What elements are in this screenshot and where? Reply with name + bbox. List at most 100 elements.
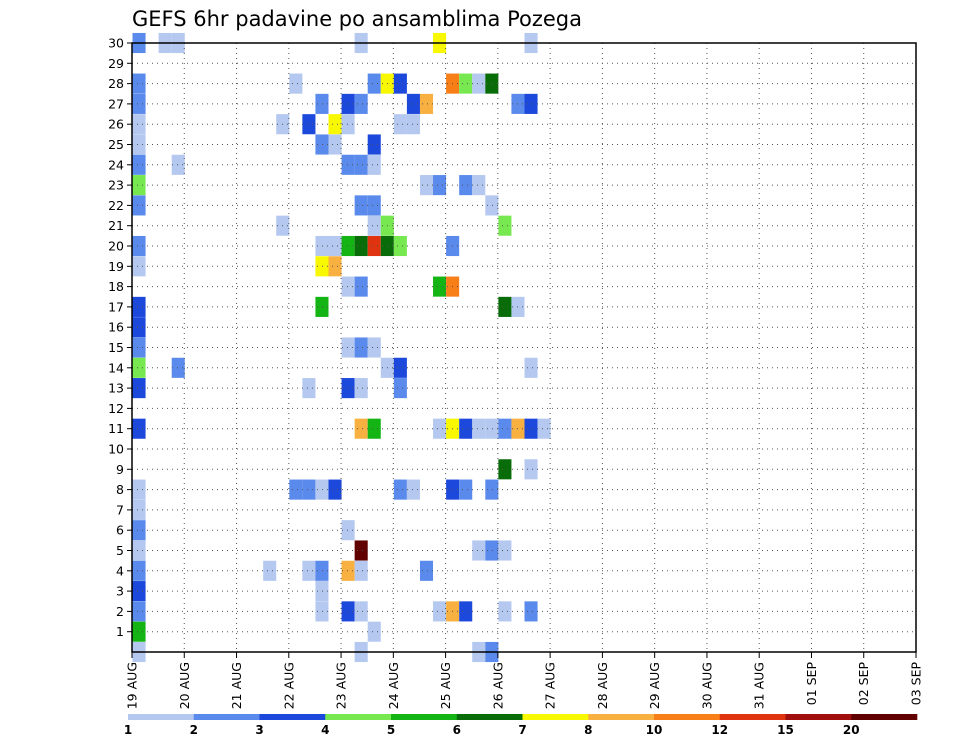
heatmap-cell: [354, 418, 368, 439]
legend-swatch: [654, 714, 721, 720]
y-tick-label: 13: [108, 381, 124, 396]
heatmap-cell: [354, 93, 368, 114]
heatmap-cell: [315, 134, 329, 155]
legend-label: 15: [777, 723, 794, 737]
heatmap-cell: [132, 499, 146, 520]
heatmap-cell: [367, 215, 381, 236]
heatmap-cell: [498, 540, 512, 561]
heatmap-cell: [459, 601, 473, 622]
y-axis-ticks: 1234567891011121314151617181920212223242…: [108, 36, 132, 639]
y-tick-label: 7: [116, 502, 124, 517]
heatmap-cell: [472, 418, 486, 439]
heatmap-cell: [328, 235, 342, 257]
legend-swatch: [522, 714, 589, 720]
heatmap-cell: [524, 418, 538, 439]
heatmap-cell: [354, 560, 368, 581]
x-tick-label: 26 AUG: [490, 662, 505, 709]
x-tick-label: 19 AUG: [125, 662, 140, 709]
heatmap-cell: [524, 459, 538, 480]
x-tick-label: 22 AUG: [281, 662, 296, 709]
heatmap-cell: [341, 601, 355, 622]
heatmap-cell: [341, 154, 355, 175]
heatmap-cell: [341, 276, 355, 297]
legend-swatch: [128, 714, 195, 720]
heatmap-cell: [132, 195, 146, 216]
heatmap-cell: [367, 195, 381, 216]
color-legend: 1 2 3 4 5 6 7 8 10 12 15 20: [124, 714, 918, 737]
heatmap-cell: [354, 601, 368, 622]
heatmap-cell: [367, 154, 381, 175]
heatmap-cell: [472, 540, 486, 561]
legend-swatch: [325, 714, 392, 720]
heatmap-cell: [132, 296, 146, 317]
heatmap-cell: [393, 235, 407, 257]
heatmap-cell: [341, 560, 355, 581]
heatmap-cell: [132, 235, 146, 257]
heatmap-cell: [302, 560, 316, 581]
heatmap-cell: [354, 540, 368, 561]
heatmap-cell: [498, 459, 512, 480]
heatmap-cell: [132, 479, 146, 500]
heatmap-cell: [498, 418, 512, 439]
heatmap-cell: [132, 601, 146, 622]
heatmap-cell: [367, 134, 381, 155]
chart-title: GEFS 6hr padavine po ansamblima Pozega: [132, 7, 582, 31]
heatmap-cell: [406, 479, 420, 500]
heatmap-cell: [472, 73, 486, 94]
y-tick-label: 3: [116, 584, 124, 599]
heatmap-cell: [367, 235, 381, 257]
x-tick-label: 21 AUG: [229, 662, 244, 709]
heatmap-cell: [354, 378, 368, 399]
heatmap-cell: [367, 621, 381, 642]
legend-label: 12: [711, 723, 728, 737]
heatmap-cell: [132, 337, 146, 358]
heatmap-cell: [433, 175, 447, 196]
y-tick-label: 11: [108, 421, 124, 436]
heatmap-cell: [328, 256, 342, 277]
heatmap-cell: [302, 114, 316, 135]
heatmap-cell: [132, 134, 146, 155]
heatmap-cell: [433, 601, 447, 622]
heatmap-cell: [459, 175, 473, 196]
y-tick-label: 14: [108, 360, 124, 375]
heatmap-cell: [341, 520, 355, 541]
y-tick-label: 10: [108, 442, 124, 457]
heatmap-cell: [524, 93, 538, 114]
legend-label: 4: [321, 723, 329, 737]
y-tick-label: 28: [108, 76, 124, 91]
heatmap-cell: [132, 357, 146, 378]
heatmap-cell: [354, 235, 368, 257]
heatmap-cell: [328, 134, 342, 155]
y-tick-label: 1: [116, 624, 124, 639]
heatmap-cell: [132, 317, 146, 338]
x-tick-label: 25 AUG: [438, 662, 453, 709]
x-tick-label: 29 AUG: [647, 662, 662, 709]
heatmap-cell: [419, 560, 434, 581]
heatmap-cell: [406, 114, 420, 135]
y-tick-label: 27: [108, 96, 124, 111]
heatmap-cell: [393, 479, 407, 500]
heatmap-cell: [132, 93, 146, 114]
heatmap-cell: [419, 93, 434, 114]
x-tick-label: 03 SEP: [909, 662, 924, 706]
y-tick-label: 19: [108, 259, 124, 274]
heatmap-cell: [485, 195, 499, 216]
heatmap-cell: [132, 540, 146, 561]
y-tick-label: 29: [108, 56, 124, 71]
heatmap-cell: [393, 378, 407, 399]
heatmap-cell: [341, 235, 355, 257]
y-tick-label: 16: [108, 320, 124, 335]
heatmap-cell: [315, 235, 329, 257]
legend-label: 10: [646, 723, 663, 737]
heatmap-cell: [524, 357, 538, 378]
heatmap-cell: [485, 418, 499, 439]
legend-label: 2: [190, 723, 198, 737]
y-tick-label: 24: [108, 157, 124, 172]
plot-frame: [131, 42, 917, 653]
legend-swatch: [851, 714, 918, 720]
heatmap-cell: [132, 560, 146, 581]
heatmap-cell: [419, 175, 434, 196]
heatmap-cell: [472, 175, 486, 196]
heatmap-cell: [315, 601, 329, 622]
heatmap-cell: [132, 175, 146, 196]
